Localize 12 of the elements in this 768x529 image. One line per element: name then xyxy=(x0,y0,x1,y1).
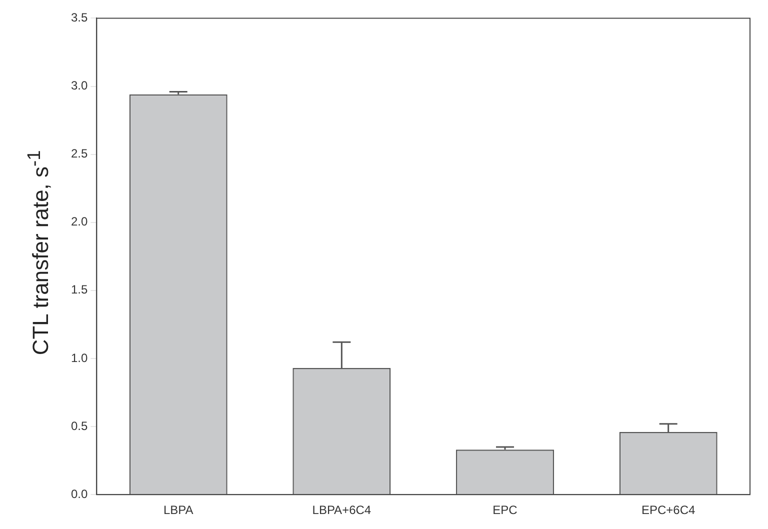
x-tick-label: EPC xyxy=(492,503,518,518)
y-tick-label: 1.5 xyxy=(70,282,88,297)
y-tick-label: 0.0 xyxy=(70,486,88,501)
y-tick-label: 1.0 xyxy=(70,350,88,365)
y-tick-label: 2.5 xyxy=(70,146,88,161)
y-tick-label: 0.5 xyxy=(70,418,88,433)
x-tick-label: LBPA xyxy=(163,503,194,518)
y-tick-label: 2.0 xyxy=(70,214,88,229)
x-tick-label: EPC+6C4 xyxy=(641,503,696,518)
y-tick-label: 3.0 xyxy=(70,78,88,93)
x-tick-label: LBPA+6C4 xyxy=(312,503,372,518)
y-tick-label: 3.5 xyxy=(70,10,88,25)
